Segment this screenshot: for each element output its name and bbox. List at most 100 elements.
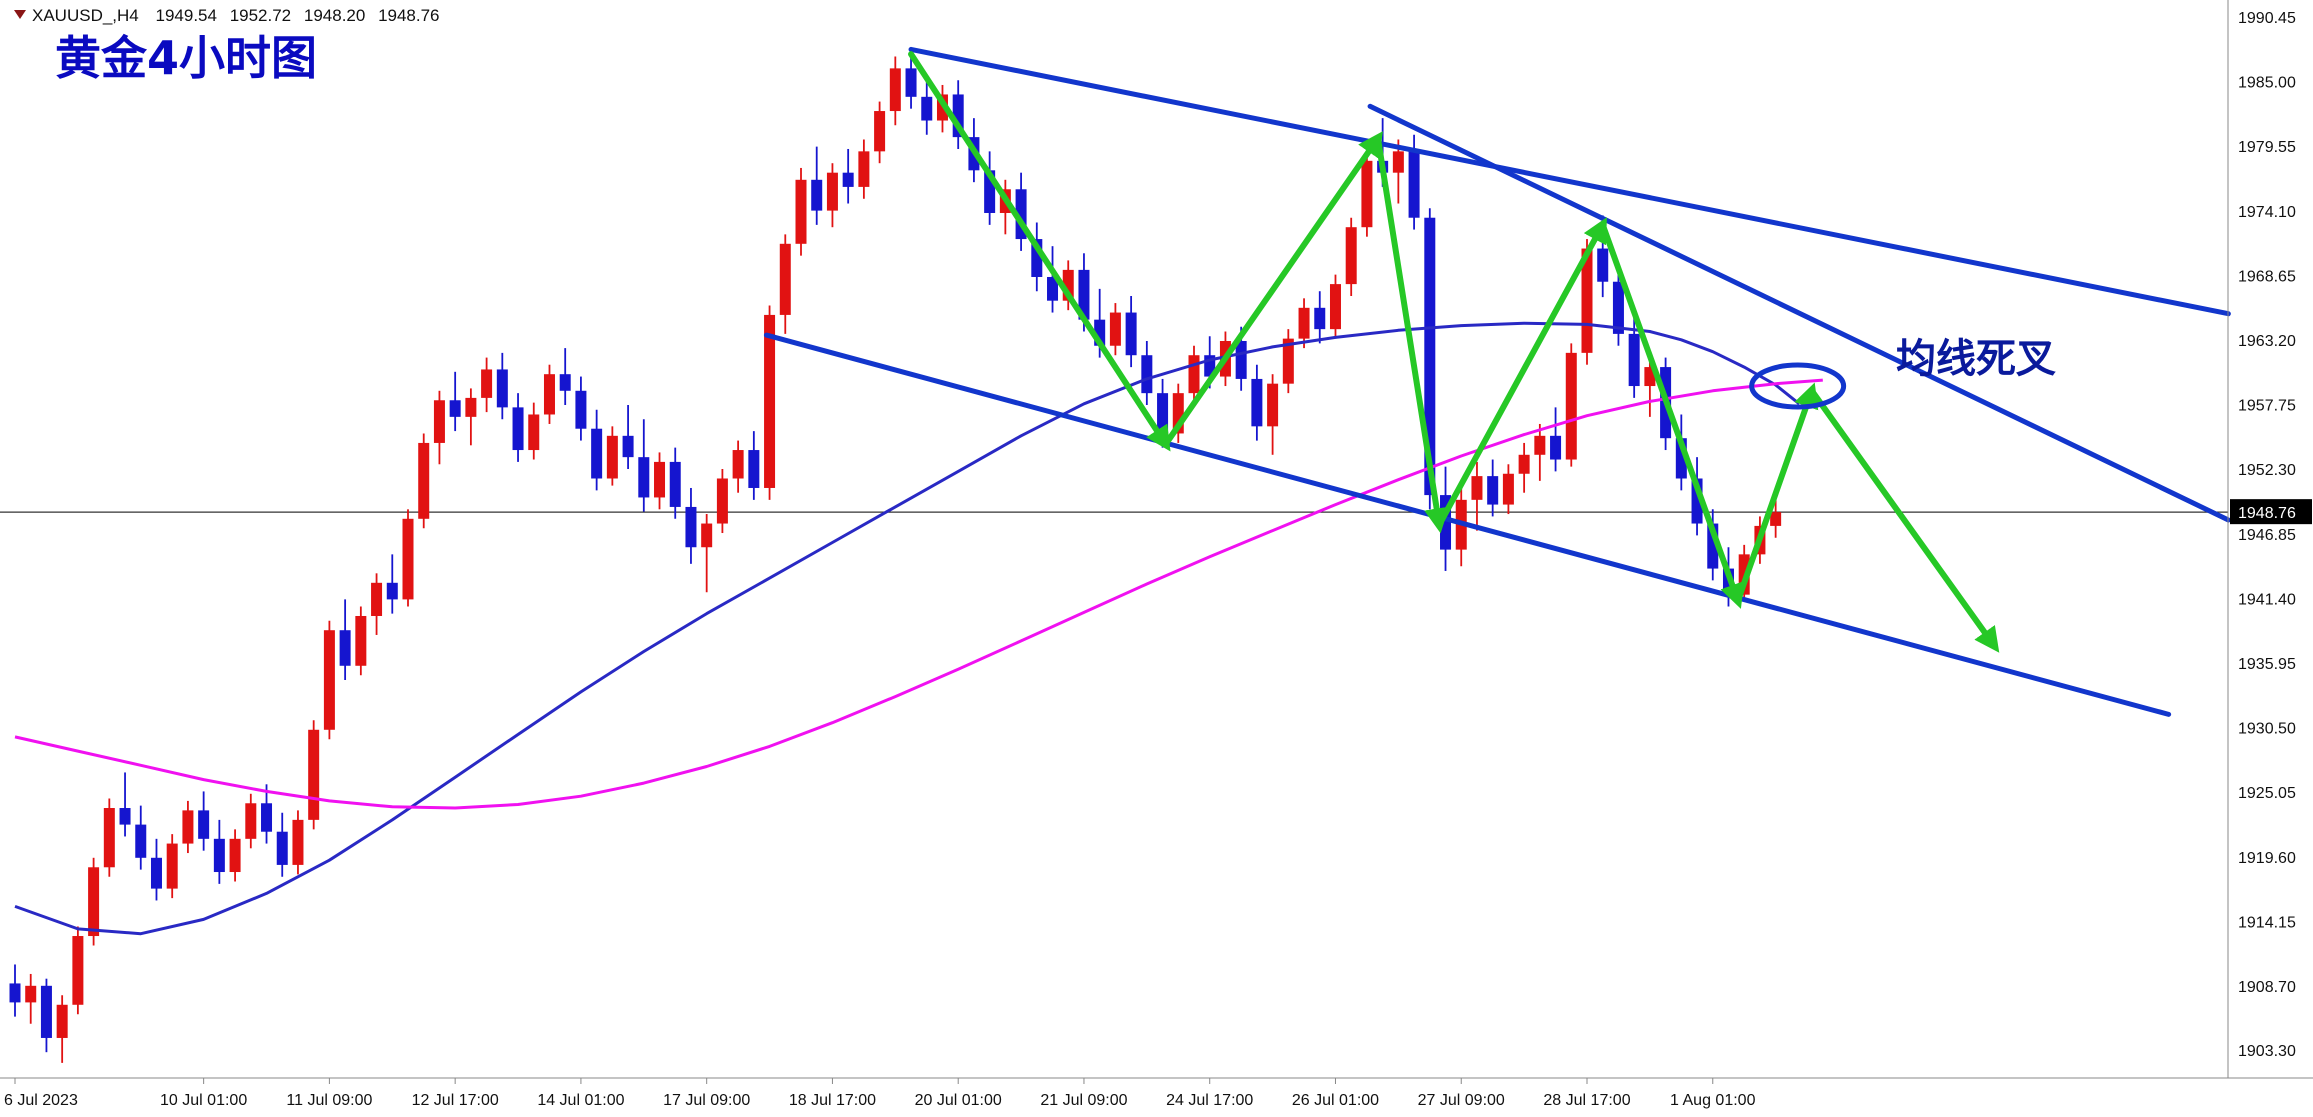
candle bbox=[685, 487, 697, 564]
candles-layer bbox=[9, 52, 1782, 1063]
candle bbox=[119, 772, 131, 837]
ellipse-layer bbox=[1749, 362, 1847, 410]
ma-magenta-line bbox=[14, 378, 1823, 810]
candle bbox=[198, 791, 210, 851]
candle bbox=[1047, 246, 1059, 313]
current-price-tag-value: 1948.76 bbox=[2238, 505, 2296, 522]
zigzag-arrow[interactable] bbox=[1734, 382, 1819, 604]
time-tick-label: 28 Jul 17:00 bbox=[1543, 1092, 1630, 1109]
price-tick-label: 1979.55 bbox=[2238, 139, 2296, 156]
symbol-marker-icon bbox=[14, 10, 26, 19]
symbol-timeframe-label: XAUUSD_,H4 bbox=[32, 6, 139, 25]
candle bbox=[654, 452, 666, 510]
candle bbox=[559, 348, 571, 406]
candle bbox=[543, 364, 555, 424]
candle bbox=[88, 857, 100, 946]
candle bbox=[732, 440, 744, 493]
candle bbox=[308, 720, 320, 830]
price-tick-label: 1925.05 bbox=[2238, 785, 2296, 802]
candle bbox=[858, 139, 870, 199]
candle bbox=[481, 357, 493, 413]
candle bbox=[1267, 374, 1279, 455]
candle bbox=[1534, 423, 1546, 481]
candle bbox=[213, 819, 225, 884]
candle bbox=[1691, 457, 1703, 536]
candle bbox=[150, 838, 162, 901]
time-tick-label: 27 Jul 09:00 bbox=[1418, 1092, 1505, 1109]
candle bbox=[9, 964, 21, 1017]
candle bbox=[339, 599, 351, 680]
candle bbox=[606, 426, 618, 486]
candle bbox=[1188, 345, 1200, 403]
ohlc-open: 1949.54 bbox=[156, 6, 217, 25]
ohlc-high: 1952.72 bbox=[230, 6, 291, 25]
time-tick-label: 18 Jul 17:00 bbox=[789, 1092, 876, 1109]
price-tick-label: 1952.30 bbox=[2238, 462, 2296, 479]
price-tick-label: 1946.85 bbox=[2238, 527, 2296, 544]
candle bbox=[402, 509, 414, 607]
candle bbox=[826, 163, 838, 228]
price-tick-label: 1990.45 bbox=[2238, 10, 2296, 27]
candle bbox=[1487, 459, 1499, 517]
zigzag-arrow[interactable] bbox=[1808, 387, 2000, 653]
price-tick-label: 1930.50 bbox=[2238, 721, 2296, 738]
candle bbox=[1565, 343, 1577, 467]
trendline[interactable] bbox=[1367, 103, 2231, 523]
trendline[interactable] bbox=[763, 332, 2172, 717]
candle bbox=[449, 371, 461, 432]
candle bbox=[245, 793, 257, 849]
time-tick-label: 26 Jul 01:00 bbox=[1292, 1092, 1379, 1109]
candle bbox=[889, 56, 901, 126]
price-tick-label: 1935.95 bbox=[2238, 656, 2296, 673]
chart-title-annotation: 黄金4小时图 bbox=[55, 31, 317, 85]
candle bbox=[1518, 442, 1530, 493]
death-cross-ellipse[interactable] bbox=[1749, 362, 1847, 410]
candle bbox=[701, 514, 713, 593]
candle bbox=[433, 390, 445, 465]
ohlc-close: 1948.76 bbox=[378, 6, 439, 25]
price-tick-label: 1974.10 bbox=[2238, 204, 2296, 221]
zigzag-arrow[interactable] bbox=[1599, 221, 1745, 609]
ohlc-low: 1948.20 bbox=[304, 6, 365, 25]
time-tick-label: 11 Jul 09:00 bbox=[286, 1092, 372, 1109]
time-tick-label: 10 Jul 01:00 bbox=[160, 1092, 247, 1109]
time-tick-label: 17 Jul 09:00 bbox=[663, 1092, 750, 1109]
price-axis[interactable]: 1990.45 1985.00 1979.55 1974.10 1968.65 1963.… bbox=[2227, 0, 2296, 1078]
price-tick-label: 1985.00 bbox=[2238, 75, 2296, 92]
candle bbox=[182, 800, 194, 854]
trendline[interactable] bbox=[908, 46, 2231, 317]
zigzag-arrow[interactable] bbox=[908, 51, 1171, 452]
candle bbox=[465, 388, 477, 446]
symbol-ohlc-info: XAUUSD_,H4 1949.54 1952.72 1948.20 1948.… bbox=[14, 6, 440, 25]
candle bbox=[386, 554, 398, 614]
candle bbox=[1392, 139, 1404, 204]
candle bbox=[811, 146, 823, 225]
candle bbox=[591, 409, 603, 491]
candle bbox=[1015, 172, 1027, 251]
candle bbox=[56, 995, 68, 1063]
time-tick-label: 21 Jul 09:00 bbox=[1040, 1092, 1127, 1109]
candle bbox=[795, 167, 807, 256]
candle bbox=[25, 973, 37, 1024]
time-tick-label: 1 Aug 01:00 bbox=[1670, 1092, 1756, 1109]
candle bbox=[1298, 298, 1310, 349]
candle bbox=[1455, 487, 1467, 567]
candle bbox=[1550, 407, 1562, 472]
candle bbox=[1062, 260, 1074, 311]
zigzag-arrow[interactable] bbox=[1436, 217, 1607, 528]
candle bbox=[575, 376, 587, 441]
time-axis[interactable]: 6 Jul 2023 10 Jul 01:00 11 Jul 09:00 12 Jul… bbox=[0, 1077, 2313, 1109]
time-tick-label: 20 Jul 01:00 bbox=[915, 1092, 1002, 1109]
zigzag-arrow[interactable] bbox=[1374, 135, 1450, 534]
time-tick-label: 12 Jul 17:00 bbox=[412, 1092, 499, 1109]
death-cross-label: 均线死叉 bbox=[1896, 336, 2056, 382]
candle bbox=[72, 926, 84, 1015]
candle bbox=[1581, 239, 1593, 365]
candle bbox=[1314, 291, 1326, 344]
candle bbox=[261, 784, 273, 844]
zigzag-arrow[interactable] bbox=[1162, 131, 1383, 448]
candle bbox=[1172, 383, 1184, 443]
candle bbox=[984, 151, 996, 225]
